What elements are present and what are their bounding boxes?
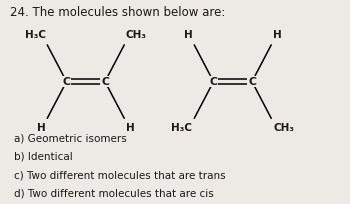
Text: H₃C: H₃C: [25, 30, 46, 40]
Text: H: H: [37, 123, 46, 133]
Text: b) Identical: b) Identical: [14, 152, 73, 162]
Text: 24. The molecules shown below are:: 24. The molecules shown below are:: [10, 6, 226, 19]
Text: C: C: [210, 76, 217, 87]
Text: C: C: [248, 76, 256, 87]
Text: CH₃: CH₃: [126, 30, 147, 40]
Text: H: H: [273, 30, 282, 40]
Text: H: H: [126, 123, 135, 133]
Text: H: H: [184, 30, 192, 40]
Text: C: C: [63, 76, 70, 87]
Text: H₃C: H₃C: [172, 123, 193, 133]
Text: d) Two different molecules that are cis: d) Two different molecules that are cis: [14, 189, 214, 199]
Text: C: C: [101, 76, 109, 87]
Text: c) Two different molecules that are trans: c) Two different molecules that are tran…: [14, 170, 226, 180]
Text: CH₃: CH₃: [273, 123, 294, 133]
Text: a) Geometric isomers: a) Geometric isomers: [14, 134, 127, 144]
